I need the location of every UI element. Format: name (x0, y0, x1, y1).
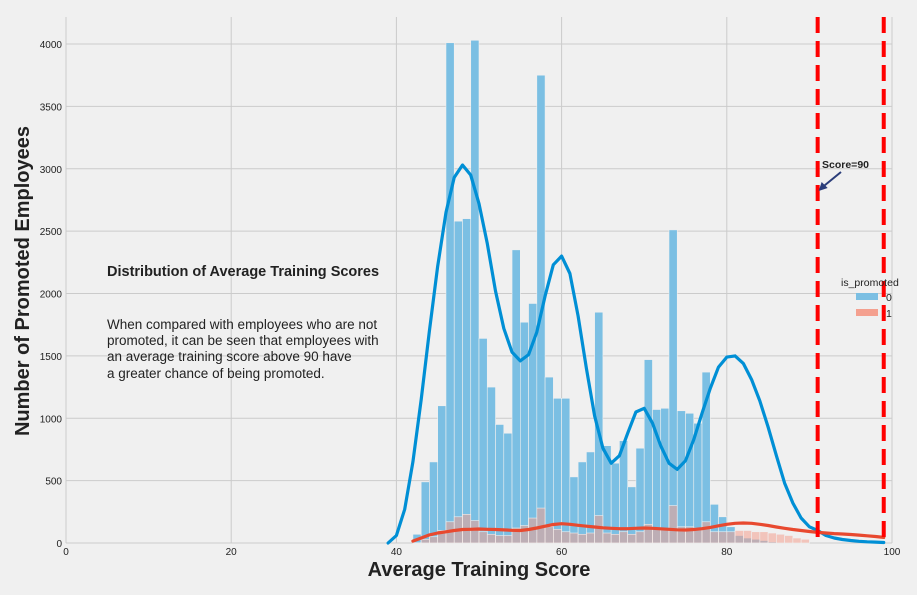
legend-swatch-1 (856, 309, 878, 316)
arrow-head (818, 182, 828, 191)
bar-s0-21 (586, 451, 595, 544)
bar-s0-34 (693, 422, 703, 544)
bar-s0-2 (429, 461, 439, 544)
bar-s0-4 (445, 42, 455, 544)
bar-s0-11 (503, 432, 513, 544)
bar-s1-46 (792, 537, 802, 544)
annotation-body-line-2: promoted, it can be seen that employees … (107, 333, 379, 348)
legend-label-1: 1 (886, 308, 892, 320)
bar-s1-11 (503, 535, 513, 544)
bar-s0-8 (478, 338, 488, 544)
x-tick-label-60: 60 (556, 547, 568, 558)
bar-s1-40 (743, 530, 752, 544)
annotation-body-line-1: When compared with employees who are not (107, 317, 377, 332)
series-0-bars (412, 39, 810, 544)
bar-s0-10 (495, 424, 505, 544)
bar-s1-27 (635, 531, 645, 544)
x-tick-label-100: 100 (884, 547, 901, 558)
arrow-annotation-label: Score=90 (822, 159, 869, 171)
bar-s1-9 (486, 533, 496, 544)
kde-line-s0 (386, 163, 886, 545)
x-axis-label: Average Training Score (368, 559, 591, 581)
arrow-shaft (822, 171, 842, 188)
threshold-lines (815, 17, 886, 543)
kde-line-s1 (411, 521, 886, 543)
y-tick-label-3500: 3500 (40, 102, 63, 113)
x-tick-label-80: 80 (721, 547, 733, 558)
bar-s1-18 (561, 531, 571, 544)
y-tick-label-500: 500 (45, 477, 62, 488)
bar-s0-18 (561, 397, 571, 544)
bar-s1-44 (776, 533, 785, 544)
bar-s1-20 (577, 533, 587, 544)
annotation-body-line-4: a greater chance of being promoted. (107, 366, 325, 381)
bar-s0-28 (643, 359, 653, 544)
bar-s1-19 (569, 532, 579, 544)
bar-s0-6 (462, 218, 472, 544)
bar-s1-8 (478, 531, 488, 544)
bar-s0-9 (486, 386, 496, 544)
x-tick-label-20: 20 (226, 547, 238, 558)
score-arrow (818, 171, 842, 191)
bar-s1-26 (627, 533, 637, 544)
bar-s1-21 (586, 532, 595, 544)
y-tick-label-2000: 2000 (40, 290, 63, 301)
y-tick-label-2500: 2500 (40, 227, 63, 238)
legend-label-0: 0 (886, 292, 892, 304)
bar-s0-7 (470, 39, 480, 544)
bar-s1-35 (701, 521, 711, 544)
bar-s1-41 (751, 531, 761, 544)
bar-s0-17 (553, 397, 562, 544)
bar-s1-31 (668, 505, 678, 544)
bar-s1-17 (553, 528, 562, 544)
bar-s1-7 (470, 520, 480, 544)
y-tick-label-1000: 1000 (40, 414, 63, 425)
tick-labels: 0 20 40 60 80 1000500100015002000250030003500… (40, 40, 901, 558)
y-tick-label-1500: 1500 (40, 352, 63, 363)
kde-lines (386, 163, 886, 545)
bar-s0-5 (453, 220, 463, 544)
bar-s1-25 (619, 531, 628, 544)
bar-s1-30 (660, 528, 670, 544)
series-1-bars (412, 505, 810, 544)
y-tick-label-3000: 3000 (40, 165, 63, 176)
annotation-title: Distribution of Average Training Scores (107, 264, 379, 280)
bar-s1-2 (429, 536, 439, 544)
bar-s0-31 (668, 229, 678, 544)
y-tick-label-4000: 4000 (40, 40, 63, 51)
bar-s0-20 (577, 461, 587, 544)
bar-s0-3 (437, 405, 447, 544)
annotation-body-line-3: an average training score above 90 have (107, 349, 352, 364)
bar-s1-39 (734, 530, 744, 544)
legend-swatch-0 (856, 293, 878, 300)
bar-s1-10 (495, 535, 505, 544)
bar-s0-24 (610, 462, 620, 544)
bar-s0-30 (660, 407, 670, 544)
y-axis-label: Number of Promoted Employees (12, 126, 34, 436)
bar-s1-24 (610, 533, 620, 544)
bar-s1-43 (767, 532, 777, 544)
x-tick-label-40: 40 (391, 547, 403, 558)
bar-s1-38 (726, 531, 736, 544)
bar-s0-16 (544, 376, 554, 544)
x-tick-label-0: 0 (63, 547, 69, 558)
bar-s0-32 (676, 410, 686, 544)
bar-s1-29 (652, 528, 662, 544)
bar-s1-42 (759, 531, 769, 544)
bar-s0-12 (511, 249, 521, 544)
bar-s0-33 (685, 412, 695, 544)
bar-s1-37 (718, 531, 728, 544)
bar-s1-16 (544, 526, 554, 544)
bar-s1-45 (784, 535, 794, 544)
y-tick-label-0: 0 (56, 539, 62, 550)
bar-s1-1 (420, 538, 430, 544)
legend-title: is_promoted (841, 277, 899, 289)
bar-s1-23 (602, 532, 612, 544)
bar-s1-36 (709, 531, 719, 544)
bar-s1-47 (800, 538, 810, 544)
